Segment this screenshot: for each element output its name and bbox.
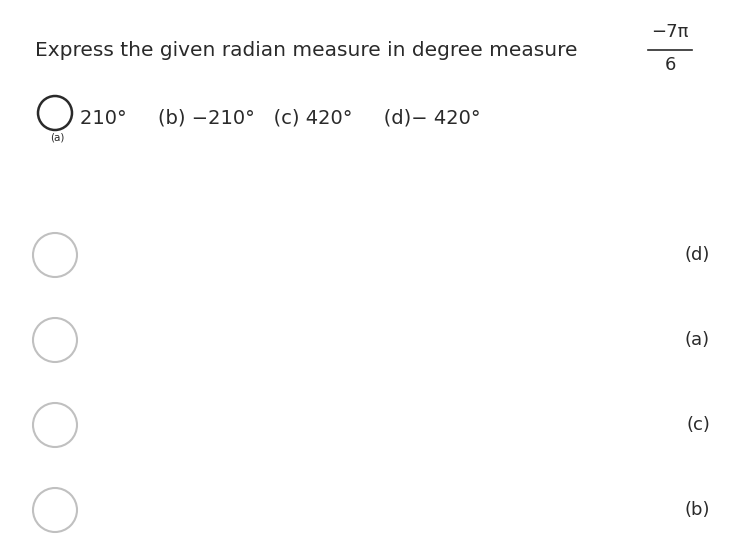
Text: −7π: −7π [651, 23, 688, 41]
Text: 6: 6 [664, 56, 676, 74]
Text: (b): (b) [685, 501, 710, 519]
Circle shape [33, 488, 77, 532]
Text: (a): (a) [685, 331, 710, 349]
Text: (a): (a) [50, 132, 64, 142]
Circle shape [33, 403, 77, 447]
Text: Express the given radian measure in degree measure: Express the given radian measure in degr… [35, 41, 578, 60]
Text: (d): (d) [685, 246, 710, 264]
Circle shape [33, 233, 77, 277]
Text: 210°     (b) −210°   (c) 420°     (d)− 420°: 210° (b) −210° (c) 420° (d)− 420° [80, 109, 481, 128]
Circle shape [33, 318, 77, 362]
Text: (c): (c) [686, 416, 710, 434]
